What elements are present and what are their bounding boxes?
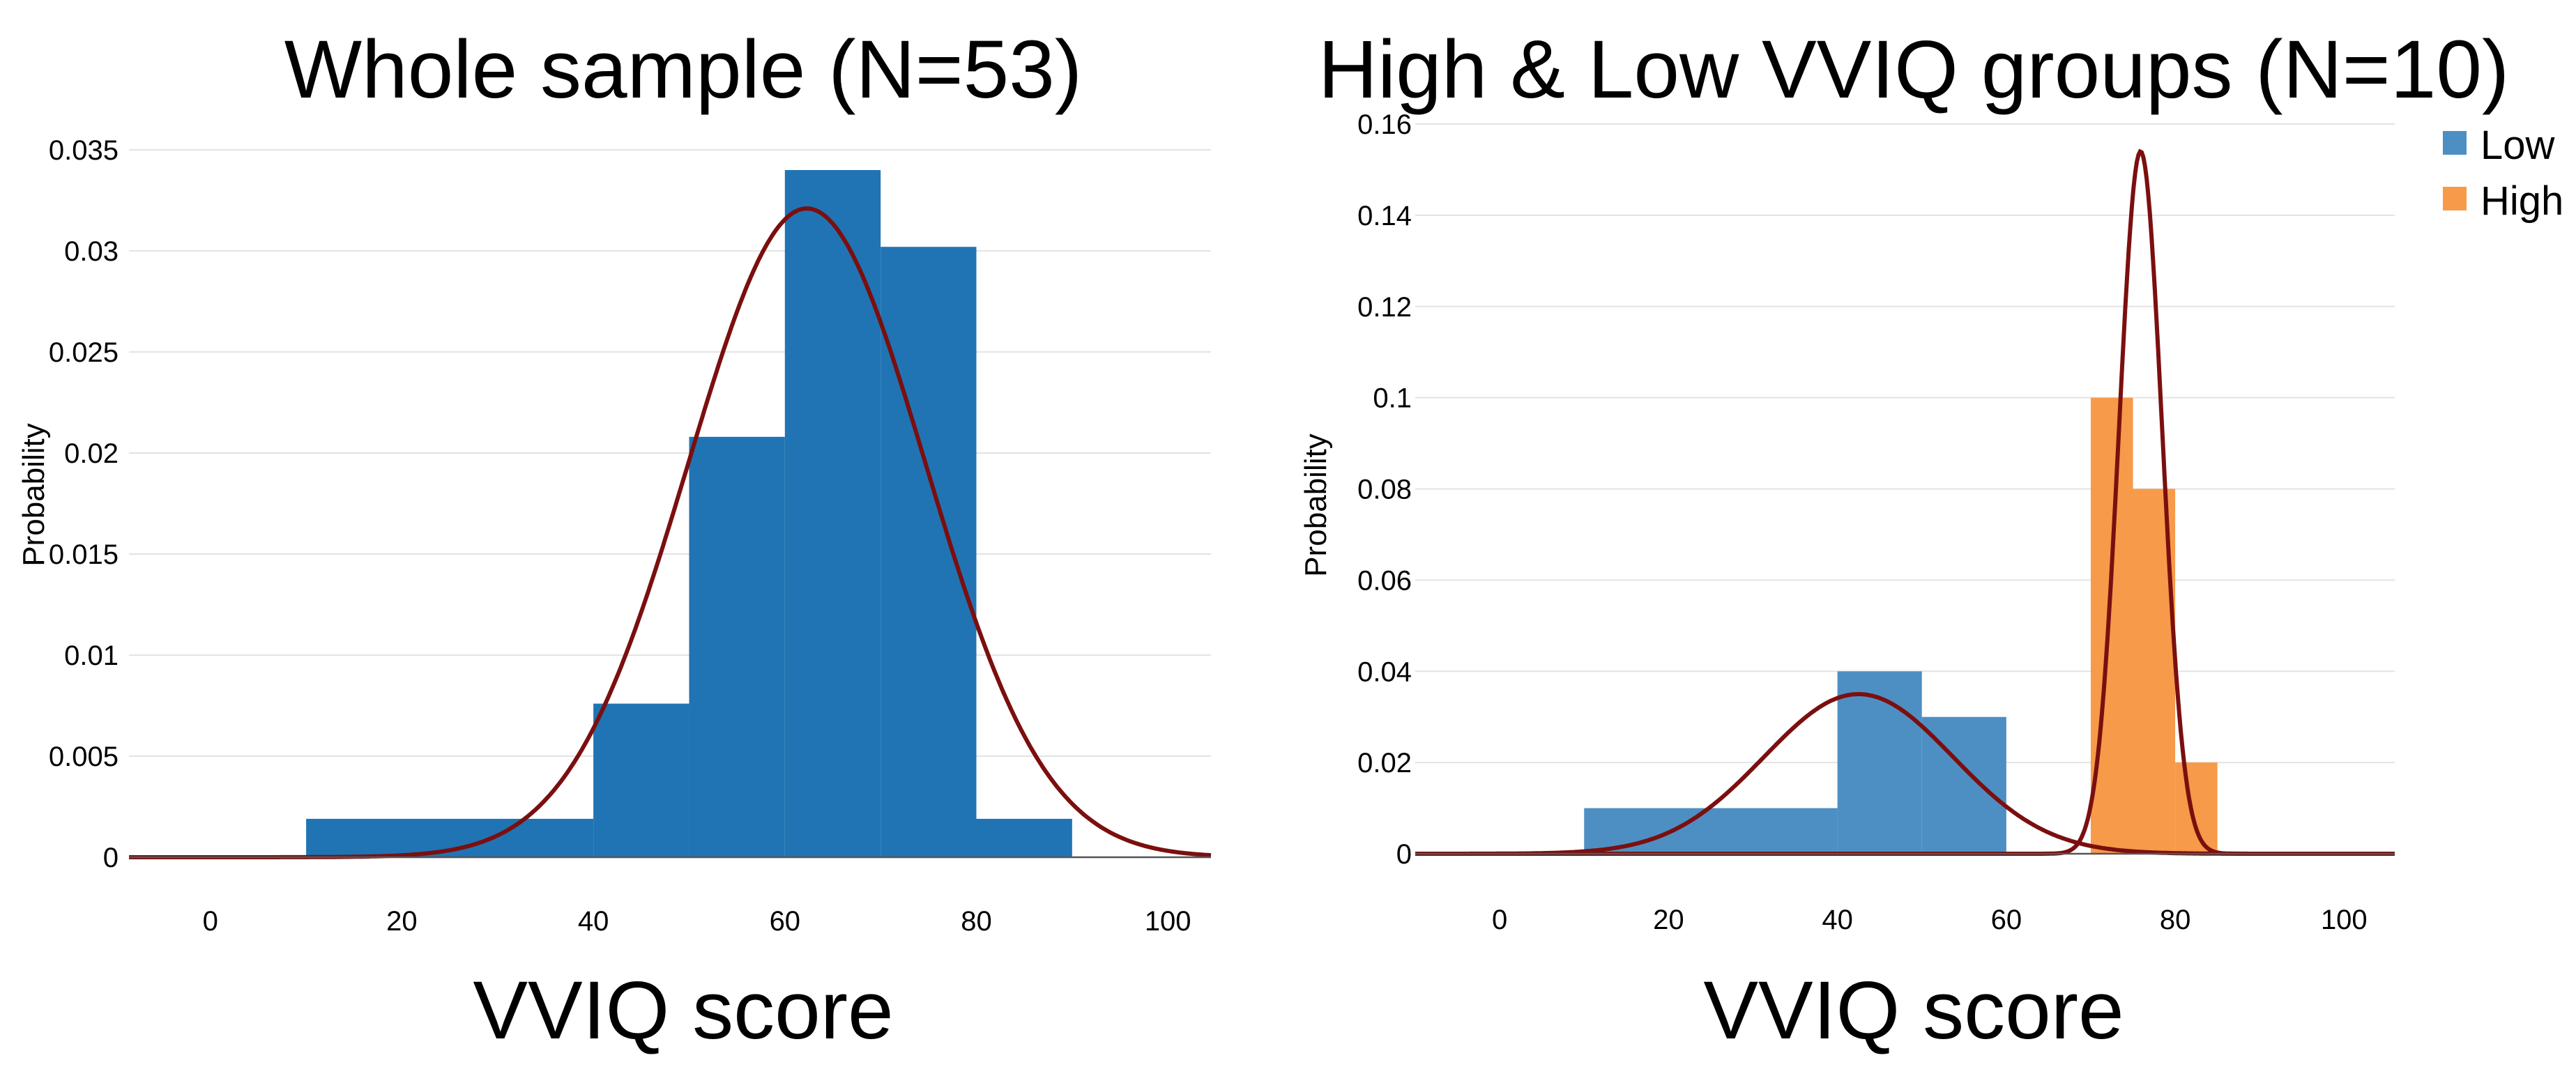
x-tick-label: 40 <box>578 906 609 937</box>
x-ticks-whole-sample: 0 20 40 60 80 100 <box>203 906 1191 937</box>
x-ticks-high-low-groups: 0 20 40 60 80 100 <box>1492 905 2368 935</box>
x-tick-label: 0 <box>1492 905 1507 935</box>
y-tick-label: 0.025 <box>49 337 119 368</box>
legend-swatch-high <box>2443 187 2467 210</box>
histogram-bar-all <box>593 703 689 857</box>
x-tick-label: 60 <box>1991 905 2022 935</box>
x-axis-label-high-low-groups: VVIQ score <box>1703 965 2124 1057</box>
histogram-bar-all <box>689 436 785 857</box>
y-tick-label: 0.03 <box>64 236 119 267</box>
x-tick-label: 20 <box>386 906 418 937</box>
x-axis-label-whole-sample: VVIQ score <box>473 965 893 1057</box>
bars-whole-sample <box>306 170 1072 857</box>
histogram-bar-high <box>2090 397 2133 854</box>
y-tick-label: 0.01 <box>64 640 119 671</box>
histogram-bar-low <box>1837 671 1922 854</box>
histogram-bar-all <box>976 818 1072 857</box>
y-tick-label: 0.06 <box>1357 565 1412 596</box>
y-tick-label: 0.02 <box>1357 748 1412 778</box>
chart-whole-sample: Whole sample (N=53) 00.0050.010.0150.020… <box>17 24 1212 1057</box>
y-tick-label: 0.005 <box>49 742 119 772</box>
y-tick-label: 0.04 <box>1357 657 1412 687</box>
legend-label-high: High <box>2480 178 2563 224</box>
y-tick-label: 0.12 <box>1357 292 1412 323</box>
x-tick-label: 0 <box>203 906 218 937</box>
chart-title-whole-sample: Whole sample (N=53) <box>284 24 1082 116</box>
y-tick-label: 0 <box>1396 839 1412 870</box>
y-ticks-whole-sample: 0 0.005 0.01 0.015 0.02 0.025 0.03 0.035 <box>49 135 119 873</box>
y-tick-label: 0.1 <box>1373 383 1412 414</box>
y-tick-label: 0.02 <box>64 438 119 469</box>
y-tick-label: 0.08 <box>1357 475 1412 505</box>
y-axis-label-high-low-groups: Probability <box>1299 433 1333 576</box>
y-axis-label-whole-sample: Probability <box>17 423 51 566</box>
legend-label-low: Low <box>2480 123 2556 168</box>
histogram-bar-all <box>881 247 977 857</box>
x-tick-label: 60 <box>770 906 801 937</box>
chart-title-high-low-groups: High & Low VVIQ groups (N=10) <box>1318 24 2510 116</box>
x-tick-label: 100 <box>2321 905 2368 935</box>
legend-swatch-low <box>2443 131 2467 155</box>
x-tick-label: 40 <box>1822 905 1853 935</box>
histogram-bar-high <box>2175 762 2218 854</box>
gridlines-whole-sample <box>129 149 1211 757</box>
legend: Low High <box>2443 123 2563 224</box>
chart-high-low-groups: High & Low VVIQ groups (N=10) 00.020.040… <box>1299 24 2563 1057</box>
histogram-bar-all <box>784 170 881 857</box>
x-tick-label: 100 <box>1145 906 1191 937</box>
y-tick-label: 0.035 <box>49 135 119 166</box>
y-tick-label: 0 <box>103 843 119 873</box>
x-tick-label: 80 <box>961 906 992 937</box>
y-tick-label: 0.015 <box>49 539 119 570</box>
y-tick-label: 0.14 <box>1357 201 1412 231</box>
y-ticks-high-low-groups: 0 0.02 0.04 0.06 0.08 0.1 0.12 0.14 0.16 <box>1357 109 1412 870</box>
y-tick-label: 0.16 <box>1357 109 1412 140</box>
x-tick-label: 20 <box>1653 905 1684 935</box>
x-tick-label: 80 <box>2160 905 2191 935</box>
